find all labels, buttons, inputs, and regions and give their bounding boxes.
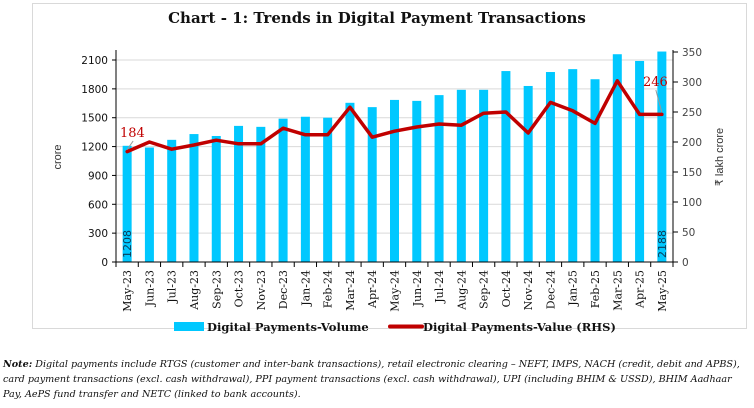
note-text: Digital payments include RTGS (customer … — [3, 359, 740, 400]
bar-Oct-24 — [501, 71, 511, 262]
value-data-label-first: 184 — [120, 126, 145, 141]
y-right-tick-label: 150 — [682, 167, 702, 179]
axes: 0 300 600 900 1200 1500 1800 2100 0 50 100 150 200 25… — [81, 47, 702, 312]
y-right-tick-label: 200 — [682, 137, 702, 149]
bar-Apr-24 — [367, 107, 377, 262]
volume-data-label: 1208 — [121, 230, 134, 258]
bar-Sep-23 — [211, 135, 221, 262]
bar-Apr-25 — [635, 60, 645, 262]
bar-Nov-24 — [523, 85, 533, 262]
bar-May-24 — [390, 99, 399, 263]
volume-data-label: 2188 — [656, 230, 669, 258]
bar-Nov-23 — [256, 126, 266, 262]
y-right-tick-label: 350 — [682, 47, 702, 59]
bar-Sep-24 — [479, 89, 489, 262]
y-right-tick-label: 0 — [682, 257, 689, 269]
x-tick-label: Mar-25 — [611, 270, 624, 311]
bar-Jun-23 — [144, 147, 154, 262]
bar-Dec-23 — [278, 118, 288, 262]
bar-Jun-24 — [412, 100, 422, 262]
value-line — [125, 79, 664, 154]
x-tick-label: Feb-24 — [322, 270, 335, 308]
data-labels: 1208 2188 184 246 — [120, 75, 669, 258]
x-tick-label: Jul-24 — [433, 270, 446, 304]
y-tick-label: 300 — [88, 228, 108, 240]
value-data-label-last: 246 — [643, 75, 668, 90]
chart-canvas: 0 300 600 900 1200 1500 1800 2100 0 50 100 150 200 25… — [52, 47, 726, 334]
y-tick-label: 1800 — [81, 84, 108, 96]
x-tick-label: Jun-23 — [143, 270, 156, 307]
bar-Oct-23 — [234, 125, 244, 262]
x-tick-label: Feb-25 — [589, 270, 602, 308]
bar-May-25 — [657, 51, 667, 263]
y-tick-label: 600 — [88, 199, 108, 211]
chart-frame — [32, 3, 747, 329]
y-tick-label: 2100 — [81, 55, 108, 67]
x-tick-label: Nov-23 — [255, 270, 268, 310]
bar-Jan-24 — [300, 116, 310, 262]
note-label: Note: — [3, 359, 33, 370]
bar-May-23 — [122, 145, 132, 262]
x-tick-label: Apr-25 — [634, 270, 647, 309]
x-tick-label: Mar-24 — [344, 270, 357, 311]
legend-volume-swatch — [174, 322, 204, 331]
bar-Aug-23 — [189, 134, 199, 262]
x-tick-label: Jan-25 — [567, 270, 580, 307]
legend-value-label: Digital Payments-Value (RHS) — [423, 320, 616, 334]
bar-Jan-25 — [568, 69, 578, 262]
x-tick-label: Sep-24 — [478, 270, 491, 309]
x-tick-label: Jan-24 — [299, 270, 312, 307]
y-right-tick-label: 50 — [682, 227, 695, 239]
x-tick-label: Dec-24 — [544, 270, 557, 309]
bar-Jul-23 — [167, 139, 177, 262]
bar-Feb-25 — [590, 79, 600, 262]
bar-Aug-24 — [456, 89, 466, 262]
y-tick-label: 0 — [101, 257, 108, 269]
chart-title: Chart - 1: Trends in Digital Payment Tra… — [168, 9, 586, 27]
x-tick-label: Aug-24 — [455, 270, 468, 311]
bar-Dec-24 — [545, 72, 555, 263]
leader-line — [655, 89, 663, 113]
y-right-tick-label: 100 — [682, 197, 702, 209]
x-tick-label: May-24 — [389, 270, 402, 312]
x-tick-label: Sep-23 — [210, 270, 223, 309]
x-tick-label: Nov-24 — [522, 270, 535, 310]
y-right-tick-label: 300 — [682, 77, 702, 89]
x-tick-label: Dec-23 — [277, 270, 290, 309]
x-tick-label: Aug-23 — [188, 270, 201, 311]
x-tick-label: Oct-24 — [500, 270, 513, 307]
volume-bars — [122, 51, 667, 263]
footnote: Note: Digital payments include RTGS (cus… — [3, 357, 751, 402]
x-tick-label: Jul-23 — [166, 270, 179, 304]
y-right-tick-label: 250 — [682, 107, 702, 119]
legend: Digital Payments-Volume Digital Payments… — [174, 320, 616, 334]
x-tick-label: May-23 — [121, 270, 134, 312]
x-tick-label: May-25 — [656, 270, 669, 312]
x-tick-label: Apr-24 — [366, 270, 379, 309]
y-axis-right-label: ₹ lakh crore — [714, 128, 726, 186]
bar-Feb-24 — [323, 117, 333, 262]
x-tick-label: Jun-24 — [411, 270, 424, 307]
y-tick-label: 1500 — [81, 113, 108, 125]
bar-Jul-24 — [434, 95, 444, 262]
bar-Mar-24 — [345, 102, 355, 262]
bar-Mar-25 — [612, 54, 622, 262]
x-tick-label: Oct-23 — [233, 270, 246, 307]
y-tick-label: 900 — [88, 170, 108, 182]
y-tick-label: 1200 — [81, 142, 108, 154]
leader-line — [126, 140, 134, 150]
legend-volume-label: Digital Payments-Volume — [207, 320, 369, 334]
y-axis-label: crore — [52, 144, 64, 169]
